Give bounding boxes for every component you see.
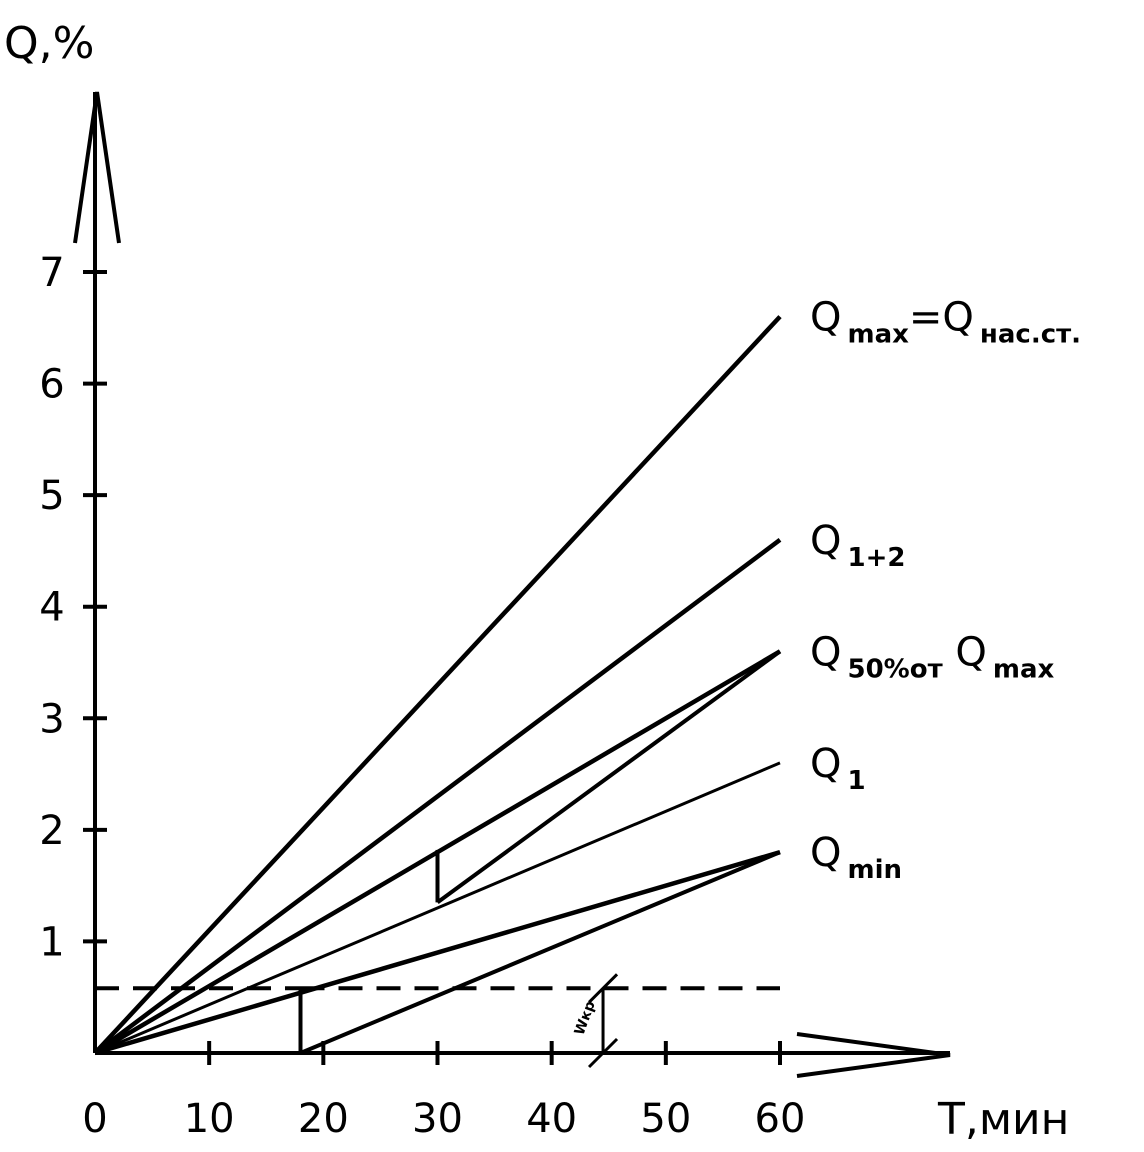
y-tick-label: 3 [39,696,64,742]
x-tick-label: 10 [184,1096,235,1142]
y-tick-label: 2 [39,808,64,854]
series-label-main: Q [810,741,841,787]
y-tick-label: 4 [39,585,64,631]
series-line-3 [94,761,781,1055]
construction-line-3 [299,850,781,1055]
series-line-1 [93,537,782,1055]
series-label-sub: min [847,855,902,885]
y-tick-label: 7 [39,250,64,296]
x-tick-label: 0 [82,1096,107,1142]
y-tick-label: 6 [39,362,64,408]
axes [73,91,951,1078]
series-label-sub: 1 [847,766,865,796]
series-label-sub2: max [993,654,1055,684]
annotation-label: Wкр [572,999,599,1037]
construction-line-5 [436,649,782,904]
series-label-sub2: нас.ст. [980,320,1081,350]
series-label-main2: Q [943,629,987,675]
series-label-main2: =Q [909,295,974,341]
y-axis-title: Q,% [4,18,94,69]
series-lines [93,315,782,1056]
x-axis-arrowhead [796,1032,951,1078]
x-axis-title: T,мин [937,1094,1069,1145]
dimension-tick-bottom [587,1037,619,1069]
x-tick-label: 60 [755,1096,806,1142]
series-label-main: Q [810,830,841,876]
series-line-0 [93,315,782,1055]
x-tick-label: 50 [640,1096,691,1142]
series-label-sub: 1+2 [847,543,905,573]
x-tick-label: 30 [412,1096,463,1142]
series-label-main: Q [810,518,841,564]
x-tick-label: 20 [298,1096,349,1142]
series-label-sub: max [847,320,909,350]
series-label-main: Q [810,629,841,675]
dimension-tick-top [587,973,619,1004]
y-tick-label: 1 [39,919,64,965]
series-label-sub: 50%от [847,654,942,684]
series-label-1: Q 1+2 [810,518,905,573]
series-line-4 [94,850,781,1056]
y-axis-arrowhead [73,91,121,244]
series-label-main: Q [810,295,841,341]
y-tick-label: 5 [39,473,64,519]
x-tick-label: 40 [526,1096,577,1142]
construction-lines [95,649,782,1069]
